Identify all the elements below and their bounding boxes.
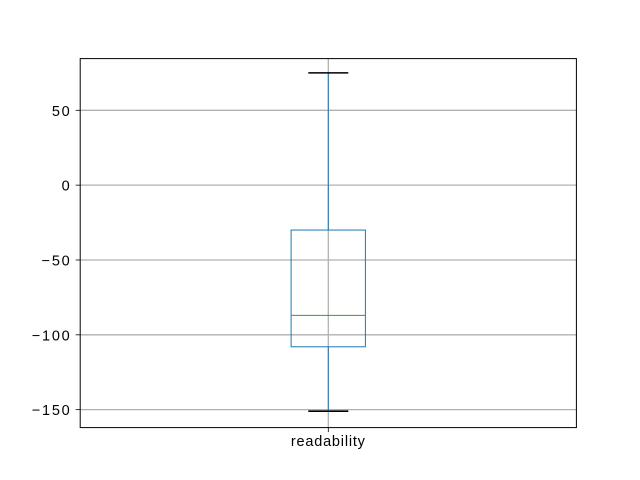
svg-text:−100: −100	[32, 328, 72, 344]
svg-text:50: 50	[52, 104, 72, 120]
svg-text:readability: readability	[291, 434, 366, 450]
svg-text:−150: −150	[32, 403, 72, 419]
svg-text:−50: −50	[42, 253, 72, 269]
svg-text:0: 0	[62, 179, 72, 195]
